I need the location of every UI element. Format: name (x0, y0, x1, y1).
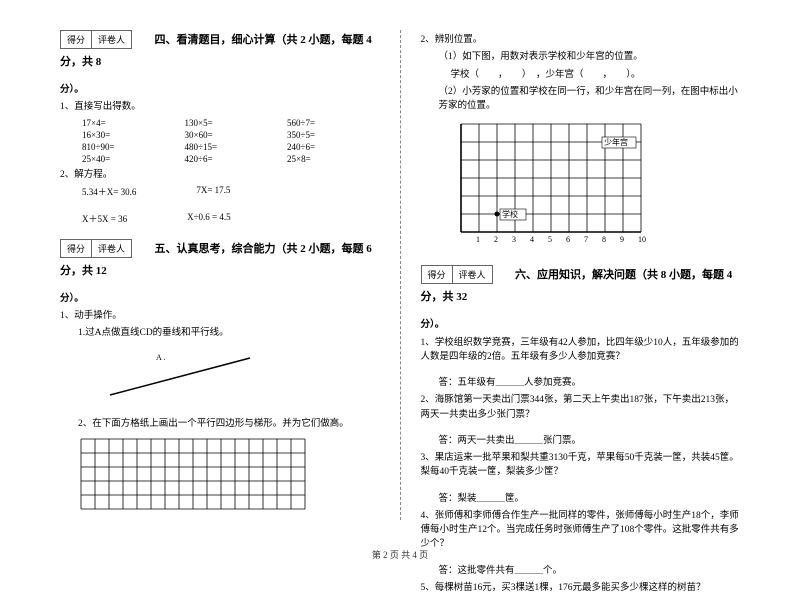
q5-2b: （2）小芳家的位置和学校在同一行，和少年宫在同一列，在图中标出小芳家的位置。 (421, 85, 741, 114)
blank-grid (80, 438, 306, 510)
svg-text:8: 8 (602, 235, 606, 244)
eq-row-1: 5.34＋X= 30.6 7X= 17.5 (60, 185, 380, 198)
svg-text:学校: 学校 (502, 209, 518, 219)
a6-3: 答：梨装＿＿＿筐。 (421, 492, 741, 506)
grader-label: 评卷人 (453, 266, 492, 283)
calc-cell: 560÷7= (287, 118, 380, 128)
calc-cell: 420÷6= (185, 154, 278, 164)
point-a-label: A . (156, 353, 165, 362)
score-label: 得分 (422, 266, 453, 283)
q4-1: 1、直接写出得数。 (60, 100, 380, 114)
q4-2: 2、解方程。 (60, 168, 380, 182)
score-box-6: 得分 评卷人 (421, 265, 493, 284)
eq: 7X= 17.5 (196, 185, 230, 198)
a6-2: 答：两天一共卖出＿＿＿张门票。 (421, 434, 741, 448)
q5-2: 2、辨别位置。 (421, 33, 741, 47)
right-column: 2、辨别位置。 （1）如下图，用数对表示学校和少年宫的位置。 学校（ ， ） ，… (421, 30, 741, 520)
a6-4: 答：这批零件共有＿＿＿个。 (421, 564, 741, 578)
svg-text:1: 1 (476, 235, 480, 244)
q5-2a: （1）如下图，用数对表示学校和少年宫的位置。 (421, 50, 741, 64)
eq: X＋5X = 36 (82, 212, 127, 225)
calc-cell: 17×4= (82, 118, 175, 128)
eq: 5.34＋X= 30.6 (82, 185, 136, 198)
calc-cell: 25×8= (287, 154, 380, 164)
left-column: 得分 评卷人 四、看清题目，细心计算（共 2 小题，每题 4 分，共 8 分）。… (60, 30, 380, 520)
section-6-head: 得分 评卷人 六、应用知识，解决问题（共 8 小题，每题 4 分，共 32 (421, 265, 741, 304)
eq: X÷0.6 = 4.5 (187, 212, 231, 225)
section-4-head: 得分 评卷人 四、看清题目，细心计算（共 2 小题，每题 4 分，共 8 (60, 30, 380, 69)
calc-cell: 810÷90= (82, 142, 175, 152)
score-label: 得分 (61, 240, 92, 257)
q6-2: 2、海豚馆第一天卖出门票344张，第二天上午卖出187张，下午卖出213张，两天… (421, 393, 741, 422)
calc-cell: 30×60= (185, 130, 278, 140)
score-box-5: 得分 评卷人 (60, 239, 132, 258)
calc-cell: 25×40= (82, 154, 175, 164)
grader-label: 评卷人 (92, 240, 131, 257)
svg-text:6: 6 (566, 235, 570, 244)
section-6-title-cont: 分）。 (421, 318, 741, 332)
calc-cell: 480÷15= (185, 142, 278, 152)
grader-label: 评卷人 (92, 31, 131, 48)
q6-3: 3、果店运来一批苹果和梨共重3130千克，苹果每50千克装一筐，共装45筐。梨每… (421, 451, 741, 480)
score-label: 得分 (61, 31, 92, 48)
calc-cell: 16×30= (82, 130, 175, 140)
section-4-title-cont: 分）。 (60, 83, 380, 97)
svg-text:3: 3 (512, 235, 516, 244)
svg-text:少年宫: 少年宫 (604, 137, 628, 147)
q6-5: 5、每棵树苗16元，买3棵送1棵，176元最多能买多少棵这样的树苗？ (421, 581, 741, 595)
svg-text:9: 9 (620, 235, 624, 244)
line-diagram: A . (90, 350, 270, 405)
line-cd (110, 358, 250, 395)
score-box-4: 得分 评卷人 (60, 30, 132, 49)
calc-grid: 17×4= 130×5= 560÷7= 16×30= 30×60= 350÷5=… (60, 118, 380, 164)
svg-text:4: 4 (530, 235, 534, 244)
svg-text:10: 10 (638, 235, 646, 244)
section-5-head: 得分 评卷人 五、认真思考，综合能力（共 2 小题，每题 6 分，共 12 (60, 239, 380, 278)
q5-1: 1、动手操作。 (60, 309, 380, 323)
svg-text:2: 2 (494, 235, 498, 244)
calc-cell: 130×5= (185, 118, 278, 128)
q5-1b: 2、在下面方格纸上画出一个平行四边形与梯形。并为它们做高。 (60, 417, 380, 431)
q6-1: 1、学校组织数学竞赛，三年级有42人参加，比四年级少10人，五年级参加的人数是四… (421, 336, 741, 365)
q5-1a: 1.过A点做直线CD的垂线和平行线。 (60, 326, 380, 340)
section-5-title-cont: 分）。 (60, 292, 380, 306)
eq-row-2: X＋5X = 36 X÷0.6 = 4.5 (60, 212, 380, 225)
svg-text:5: 5 (548, 235, 552, 244)
q6-4: 4、张师傅和李师傅合作生产一批同样的零件，张师傅每小时生产18个，李师傅每小时生… (421, 509, 741, 552)
svg-text:7: 7 (584, 235, 588, 244)
q5-2a-line: 学校（ ， ） ，少年宫（ ， ）。 (421, 68, 741, 82)
calc-cell: 240÷6= (287, 142, 380, 152)
calc-cell: 350÷5= (287, 130, 380, 140)
a6-1: 答：五年级有＿＿＿人参加竞赛。 (421, 376, 741, 390)
coord-grid: 1 2 3 4 5 6 7 8 9 10 学校 少年宫 (451, 120, 661, 248)
page-footer: 第 2 页 共 4 页 (0, 548, 800, 561)
column-divider (400, 30, 401, 520)
